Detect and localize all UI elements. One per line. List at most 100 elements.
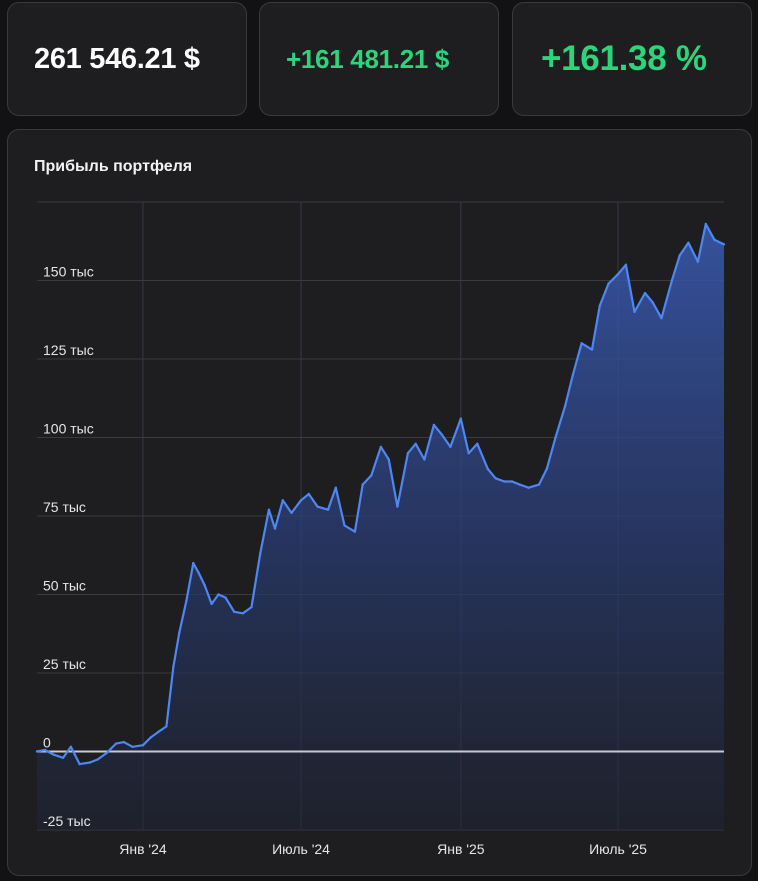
percent-profit-card: +161.38 % (512, 2, 752, 116)
data-point (598, 304, 601, 307)
data-point (651, 301, 654, 304)
data-point (722, 243, 726, 246)
data-point (616, 273, 620, 276)
data-point (449, 445, 452, 449)
data-point (467, 452, 470, 455)
y-tick-label: 50 тыс (43, 578, 86, 594)
y-tick-label: 0 (43, 735, 51, 751)
data-point (197, 571, 200, 574)
data-point (290, 511, 293, 515)
data-point (459, 417, 462, 420)
data-point (334, 486, 337, 489)
data-point (316, 505, 319, 508)
data-point (241, 612, 244, 615)
data-point (307, 492, 310, 496)
data-point (476, 442, 479, 445)
y-tick-label: 150 тыс (43, 264, 94, 280)
data-point (624, 263, 628, 266)
absolute-profit-card: +161 481.21 $ (259, 2, 499, 116)
data-point (423, 458, 426, 461)
data-point (527, 486, 530, 489)
data-point (545, 467, 548, 471)
data-point (590, 348, 594, 351)
data-point (494, 477, 497, 480)
data-point (370, 474, 373, 477)
y-tick-label: -25 тыс (43, 813, 91, 829)
data-point (210, 602, 213, 606)
data-point (379, 445, 383, 449)
x-tick-label: Янв '24 (119, 841, 167, 857)
data-point (563, 404, 567, 408)
data-point (633, 310, 636, 314)
data-point (281, 499, 284, 502)
data-point (704, 222, 707, 226)
data-point (713, 238, 716, 241)
chart-title: Прибыль портфеля (34, 158, 193, 175)
data-point (353, 530, 357, 533)
data-point (299, 499, 303, 502)
series-area-fill (37, 224, 724, 830)
data-point (432, 423, 436, 427)
portfolio-profit-chart-card: Прибыль портфеля -25 тыс 0 25 тыс 50 тыс 75 … (7, 129, 752, 876)
data-point (267, 508, 271, 511)
x-tick-label: Июль '25 (589, 841, 647, 857)
y-tick-label: 125 тыс (43, 342, 94, 358)
series-line (36, 222, 725, 766)
data-point (326, 508, 330, 511)
total-value: 261 546.21 $ (34, 42, 200, 75)
data-point (580, 342, 583, 345)
data-point (510, 480, 514, 483)
data-point (440, 433, 443, 436)
data-point (69, 745, 73, 748)
data-point (203, 583, 206, 587)
data-point (149, 736, 152, 739)
y-tick-label: 75 тыс (43, 499, 86, 515)
area-layer (35, 222, 726, 830)
x-tick-label: Июль '24 (272, 841, 330, 857)
data-point (61, 756, 65, 759)
data-point (343, 524, 346, 527)
data-point (185, 599, 188, 602)
portfolio-profit-chart[interactable]: -25 тыс 0 25 тыс 50 тыс 75 тыс 100 тыс 125 тыс… (8, 130, 753, 877)
data-point (687, 241, 690, 244)
data-point (131, 745, 134, 748)
data-point (217, 593, 220, 596)
data-point (670, 279, 674, 282)
data-point (537, 483, 541, 486)
data-point (259, 552, 262, 555)
data-point (643, 291, 647, 295)
data-point (52, 753, 55, 756)
data-point (486, 467, 489, 471)
data-point (678, 254, 681, 257)
data-point (607, 282, 610, 285)
data-point (224, 596, 227, 599)
data-point (122, 740, 126, 744)
data-point (78, 762, 81, 766)
data-point (172, 665, 175, 668)
data-point (165, 725, 168, 728)
data-point (696, 260, 700, 263)
data-point (105, 751, 108, 755)
label-layer: -25 тыс 0 25 тыс 50 тыс 75 тыс 100 тыс 125 тыс… (43, 264, 647, 858)
data-point (141, 744, 145, 747)
data-point (554, 436, 557, 439)
data-point (96, 758, 100, 761)
data-point (518, 483, 522, 486)
data-point (250, 605, 253, 609)
y-tick-label: 100 тыс (43, 421, 94, 437)
data-point (114, 742, 118, 745)
data-point (406, 452, 410, 455)
data-point (571, 373, 575, 376)
data-point (192, 561, 195, 565)
data-point (158, 729, 161, 733)
data-point (660, 317, 663, 320)
y-tick-label: 25 тыс (43, 656, 86, 672)
data-point (233, 610, 236, 613)
percent-profit-value: +161.38 % (541, 39, 707, 78)
total-value-card: 261 546.21 $ (7, 2, 247, 116)
data-point (88, 761, 92, 764)
data-point (414, 442, 417, 445)
x-tick-label: Янв '25 (437, 841, 485, 857)
data-point (273, 527, 277, 530)
data-point (396, 505, 399, 508)
